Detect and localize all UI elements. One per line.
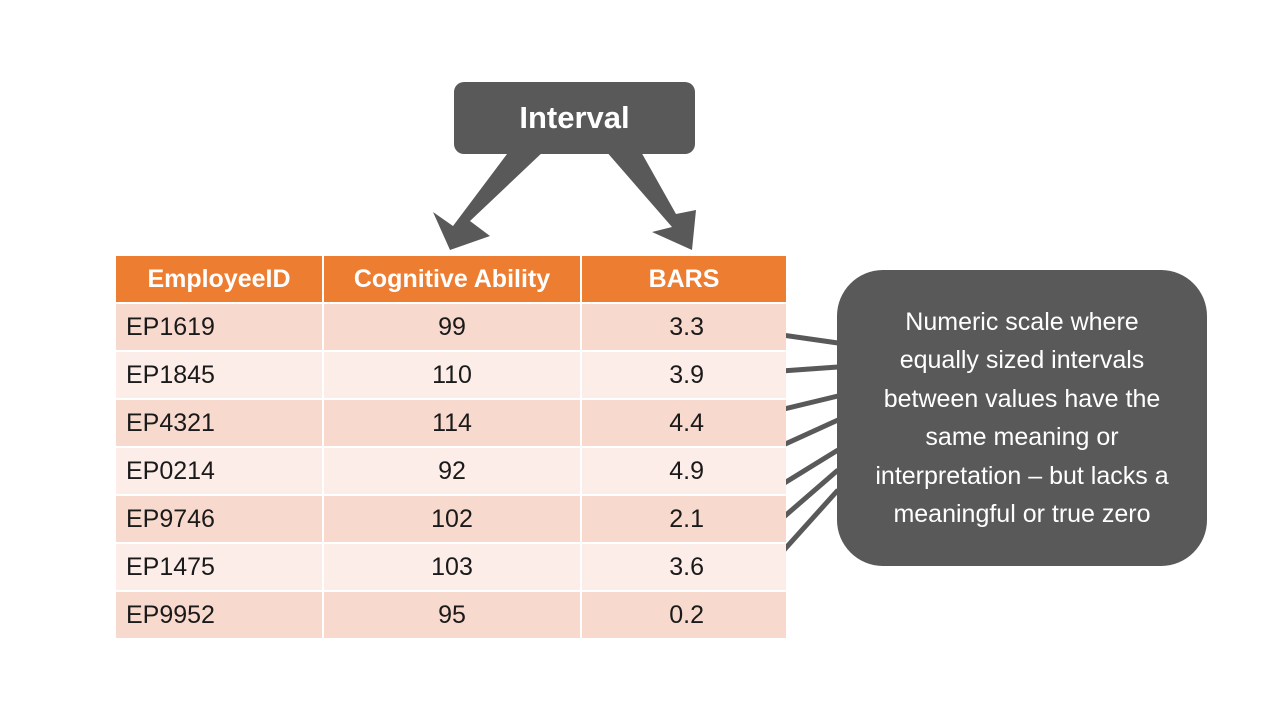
cell-bars: 4.9 (581, 446, 786, 495)
table-row: EP4321 114 4.4 (116, 398, 786, 447)
interval-arrow-to-bars (605, 150, 696, 250)
interval-title: Interval (519, 100, 630, 135)
table-row: EP0214 92 4.9 (116, 446, 786, 495)
cell-bars: 3.9 (581, 350, 786, 399)
table-header-row: EmployeeID Cognitive Ability BARS (116, 256, 786, 303)
employee-table: EmployeeID Cognitive Ability BARS EP1619… (116, 256, 786, 638)
interval-label-box: Interval (454, 82, 695, 154)
header-employee-id: EmployeeID (116, 256, 324, 303)
cell-cognitive-ability: 110 (323, 350, 582, 399)
table-row: EP1845 110 3.9 (116, 350, 786, 399)
cell-cognitive-ability: 103 (323, 542, 582, 591)
definition-text: Numeric scale where equally sized interv… (875, 307, 1169, 529)
cell-employee-id: EP0214 (116, 446, 324, 495)
cell-employee-id: EP9952 (116, 590, 324, 638)
table-row: EP1475 103 3.6 (116, 542, 786, 591)
cell-bars: 4.4 (581, 398, 786, 447)
table-row: EP9952 95 0.2 (116, 590, 786, 638)
cell-cognitive-ability: 102 (323, 494, 582, 543)
cell-employee-id: EP1475 (116, 542, 324, 591)
table-row: EP9746 102 2.1 (116, 494, 786, 543)
cell-cognitive-ability: 95 (323, 590, 582, 638)
cell-bars: 3.3 (581, 302, 786, 351)
cell-cognitive-ability: 114 (323, 398, 582, 447)
table-row: EP1619 99 3.3 (116, 302, 786, 351)
cell-employee-id: EP1845 (116, 350, 324, 399)
interval-arrow-to-cognitive (433, 150, 545, 250)
cell-cognitive-ability: 99 (323, 302, 582, 351)
cell-employee-id: EP1619 (116, 302, 324, 351)
header-cognitive-ability: Cognitive Ability (323, 256, 582, 303)
definition-callout: Numeric scale where equally sized interv… (837, 270, 1207, 566)
cell-bars: 3.6 (581, 542, 786, 591)
cell-bars: 0.2 (581, 590, 786, 638)
cell-bars: 2.1 (581, 494, 786, 543)
cell-cognitive-ability: 92 (323, 446, 582, 495)
cell-employee-id: EP9746 (116, 494, 324, 543)
cell-employee-id: EP4321 (116, 398, 324, 447)
header-bars: BARS (581, 256, 786, 303)
